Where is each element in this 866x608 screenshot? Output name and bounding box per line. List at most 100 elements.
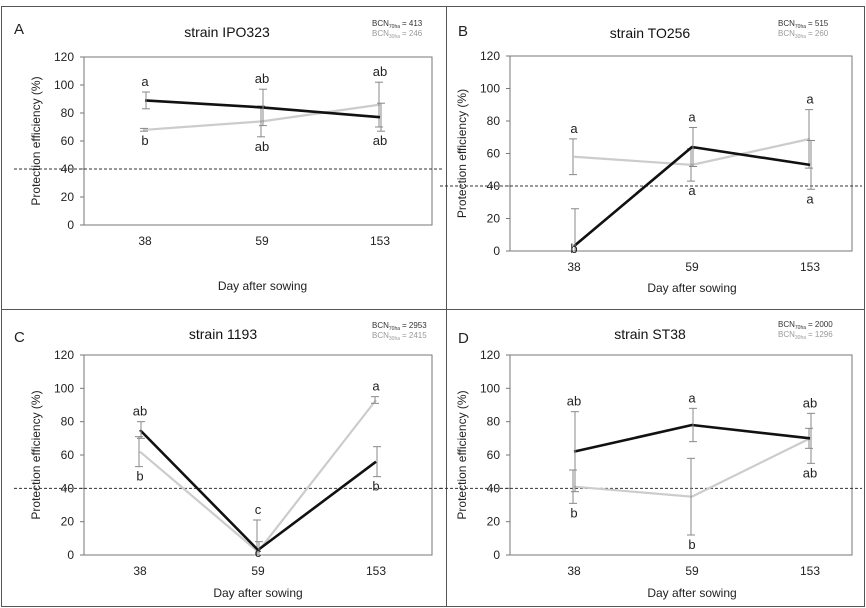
panel-a-bcn-low: BCN30ha = 246 — [372, 29, 423, 40]
panel-b-series-dark-letter: a — [688, 110, 696, 125]
panel-c-x-tick-label: 153 — [366, 564, 386, 578]
panel-c-series-light-letter: a — [372, 379, 380, 394]
panel-a-y-axis-title: Protection efficiency (%) — [29, 76, 43, 205]
panel-c-x-axis-title: Day after sowing — [213, 586, 302, 600]
panel-a-y-tick-label: 40 — [61, 162, 75, 176]
panel-b-series-light-letter: a — [570, 121, 578, 136]
panel-d-border — [446, 309, 865, 607]
panel-a-series-light-letter: ab — [255, 139, 269, 154]
panel-c-series-dark-letter: c — [255, 502, 262, 517]
panel-b-y-axis-title: Protection efficiency (%) — [455, 89, 469, 218]
panel-a-header: A strain IPO323 BCN70ha = 413 BCN30ha = 24… — [14, 19, 423, 40]
panel-a-series-dark-letter: ab — [255, 71, 269, 86]
panel-c-y-tick-label: 60 — [61, 448, 75, 462]
panel-a-series-light-letter: ab — [373, 64, 387, 79]
panel-d-y-tick-label: 120 — [480, 348, 500, 362]
panel-c-x-tick-label: 59 — [251, 564, 265, 578]
panel-b-series-light-line — [573, 137, 811, 166]
panel-a-title: strain IPO323 — [184, 24, 270, 40]
panel-d-y-axis-title: Protection efficiency (%) — [455, 390, 469, 519]
panel-c-series-light-letter: b — [136, 469, 143, 484]
panel-d-x-axis-title: Day after sowing — [647, 586, 736, 600]
panel-b-title: strain TO256 — [610, 25, 691, 41]
panel-c-y-tick-label: 100 — [54, 381, 74, 395]
panel-c-header: C strain 1193 BCN70ha = 2953 BCN30ha = 241… — [14, 321, 427, 346]
panel-a-series-dark-letter: a — [141, 74, 149, 89]
panel-a-y-tick-label: 120 — [54, 50, 74, 64]
panel-a-series-dark-letter: ab — [373, 133, 387, 148]
panel-d-letter: D — [458, 330, 469, 347]
panel-d-series-light-letter: ab — [803, 465, 817, 480]
panel-a-plot: 0 20 40 60 80 100 120 38 59 153 Day after sowing Pr… — [14, 50, 442, 293]
panel-b-letter: B — [458, 23, 468, 40]
panel-b-series-dark-line — [573, 145, 811, 248]
panel-a-x-axis-title: Day after sowing — [218, 279, 307, 293]
panel-d-series-light-letter: b — [688, 537, 695, 552]
panel-c-series-dark-letter: ab — [133, 404, 147, 419]
panel-d-series-dark-letter: a — [688, 390, 696, 405]
panel-b-plot-frame — [509, 55, 853, 252]
panel-d-x-tick-label: 153 — [800, 564, 820, 578]
panel-a-series-dark-line — [144, 99, 381, 119]
panel-c-y-tick-label: 120 — [54, 348, 74, 362]
panel-c-y-tick-label: 20 — [61, 515, 75, 529]
panel-d-x-tick-label: 38 — [567, 564, 581, 578]
panel-a-series-light-letter: b — [141, 133, 148, 148]
panel-a-series-light-line — [144, 103, 381, 131]
panel-c-bcn-low: BCN30ha = 2415 — [372, 331, 427, 342]
panel-c-y-tick-label: 40 — [61, 481, 75, 495]
panel-b-series-dark-letter: a — [806, 191, 814, 206]
panel-a-bcn-high: BCN70ha = 413 — [372, 19, 423, 30]
panel-d-series-dark-letter: ab — [803, 395, 817, 410]
panel-a-letter: A — [14, 21, 24, 38]
panel-c-bcn-high: BCN70ha = 2953 — [372, 321, 427, 332]
panel-b-series-dark-letter: b — [570, 241, 577, 256]
panel-b-bcn-high: BCN70ha = 515 — [778, 19, 829, 30]
panel-a-x-tick-label: 59 — [255, 234, 269, 248]
panel-d-title: strain ST38 — [614, 326, 686, 342]
panel-b-series-light-letter: a — [688, 183, 696, 198]
panel-b-x-tick-label: 153 — [800, 260, 820, 274]
panel-c-x-tick-label: 38 — [133, 564, 147, 578]
panel-d-y-tick-label: 80 — [487, 415, 501, 429]
panel-c-series-dark-line — [139, 429, 377, 552]
panel-d-y-tick-label: 40 — [487, 481, 501, 495]
panel-c-letter: C — [14, 329, 25, 346]
panel-d-series-dark-line — [573, 423, 811, 453]
panel-c-title: strain 1193 — [189, 326, 257, 342]
panel-b-y-tick-label: 80 — [487, 114, 501, 128]
panel-c-y-tick-label: 80 — [61, 415, 75, 429]
panel-c-y-tick-label: 0 — [67, 548, 74, 562]
panel-d-x-tick-label: 59 — [685, 564, 699, 578]
panel-a-x-tick-label: 38 — [138, 234, 152, 248]
panel-c-y-axis-title: Protection efficiency (%) — [29, 390, 43, 519]
panel-a-y-tick-label: 100 — [54, 78, 74, 92]
panel-d-bcn-low: BCN30ha = 1296 — [778, 330, 833, 341]
panel-c-plot-frame — [83, 354, 433, 556]
panel-c-series-light-letter: c — [255, 545, 262, 560]
panel-b-y-tick-label: 40 — [487, 179, 501, 193]
panel-d-series-light-line — [573, 437, 811, 498]
panel-b-x-axis-title: Day after sowing — [647, 281, 736, 295]
panel-a-y-tick-label: 0 — [67, 218, 74, 232]
panel-c-plot: 0 20 40 60 80 100 120 38 59 153 Day after sowing Pr… — [14, 348, 442, 600]
panel-b-series-light-letter: a — [806, 92, 814, 107]
panel-b-x-tick-label: 38 — [567, 260, 581, 274]
panel-b-header: B strain TO256 BCN70ha = 515 BCN30ha = 260 — [458, 19, 829, 41]
panel-d-y-tick-label: 0 — [493, 548, 500, 562]
panel-b-y-tick-label: 60 — [487, 147, 501, 161]
panel-b-y-tick-label: 100 — [480, 82, 500, 96]
panel-a-y-tick-label: 80 — [61, 106, 75, 120]
panel-d-header: D strain ST38 BCN70ha = 2000 BCN30ha = 129… — [458, 320, 833, 347]
panel-c-series-dark-letter: b — [372, 479, 379, 494]
panel-c-series-light-line — [139, 399, 377, 553]
panel-d-bcn-high: BCN70ha = 2000 — [778, 320, 833, 331]
panel-a-y-tick-label: 20 — [61, 190, 75, 204]
panel-b-x-tick-label: 59 — [685, 260, 699, 274]
panel-b-bcn-low: BCN30ha = 260 — [778, 29, 829, 40]
panel-b-y-tick-label: 20 — [487, 212, 501, 226]
panel-d-series-dark-letter: ab — [567, 394, 581, 409]
panel-d-y-tick-label: 60 — [487, 448, 501, 462]
panel-d-y-tick-label: 20 — [487, 515, 501, 529]
